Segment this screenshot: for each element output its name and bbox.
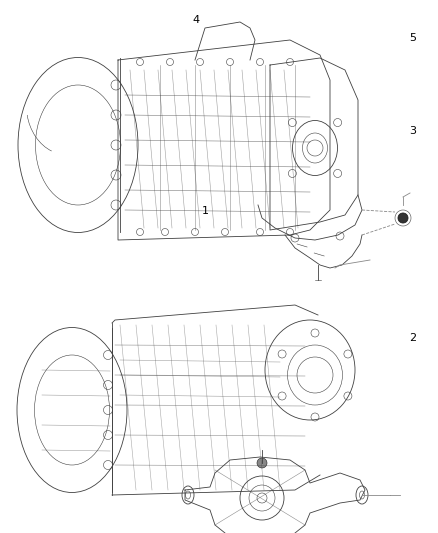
Text: 2: 2 <box>410 334 417 343</box>
Text: 5: 5 <box>410 34 417 43</box>
Text: 4: 4 <box>193 15 200 25</box>
Circle shape <box>398 213 408 223</box>
Text: 3: 3 <box>410 126 417 135</box>
Text: 1: 1 <box>201 206 208 215</box>
Circle shape <box>257 458 267 468</box>
